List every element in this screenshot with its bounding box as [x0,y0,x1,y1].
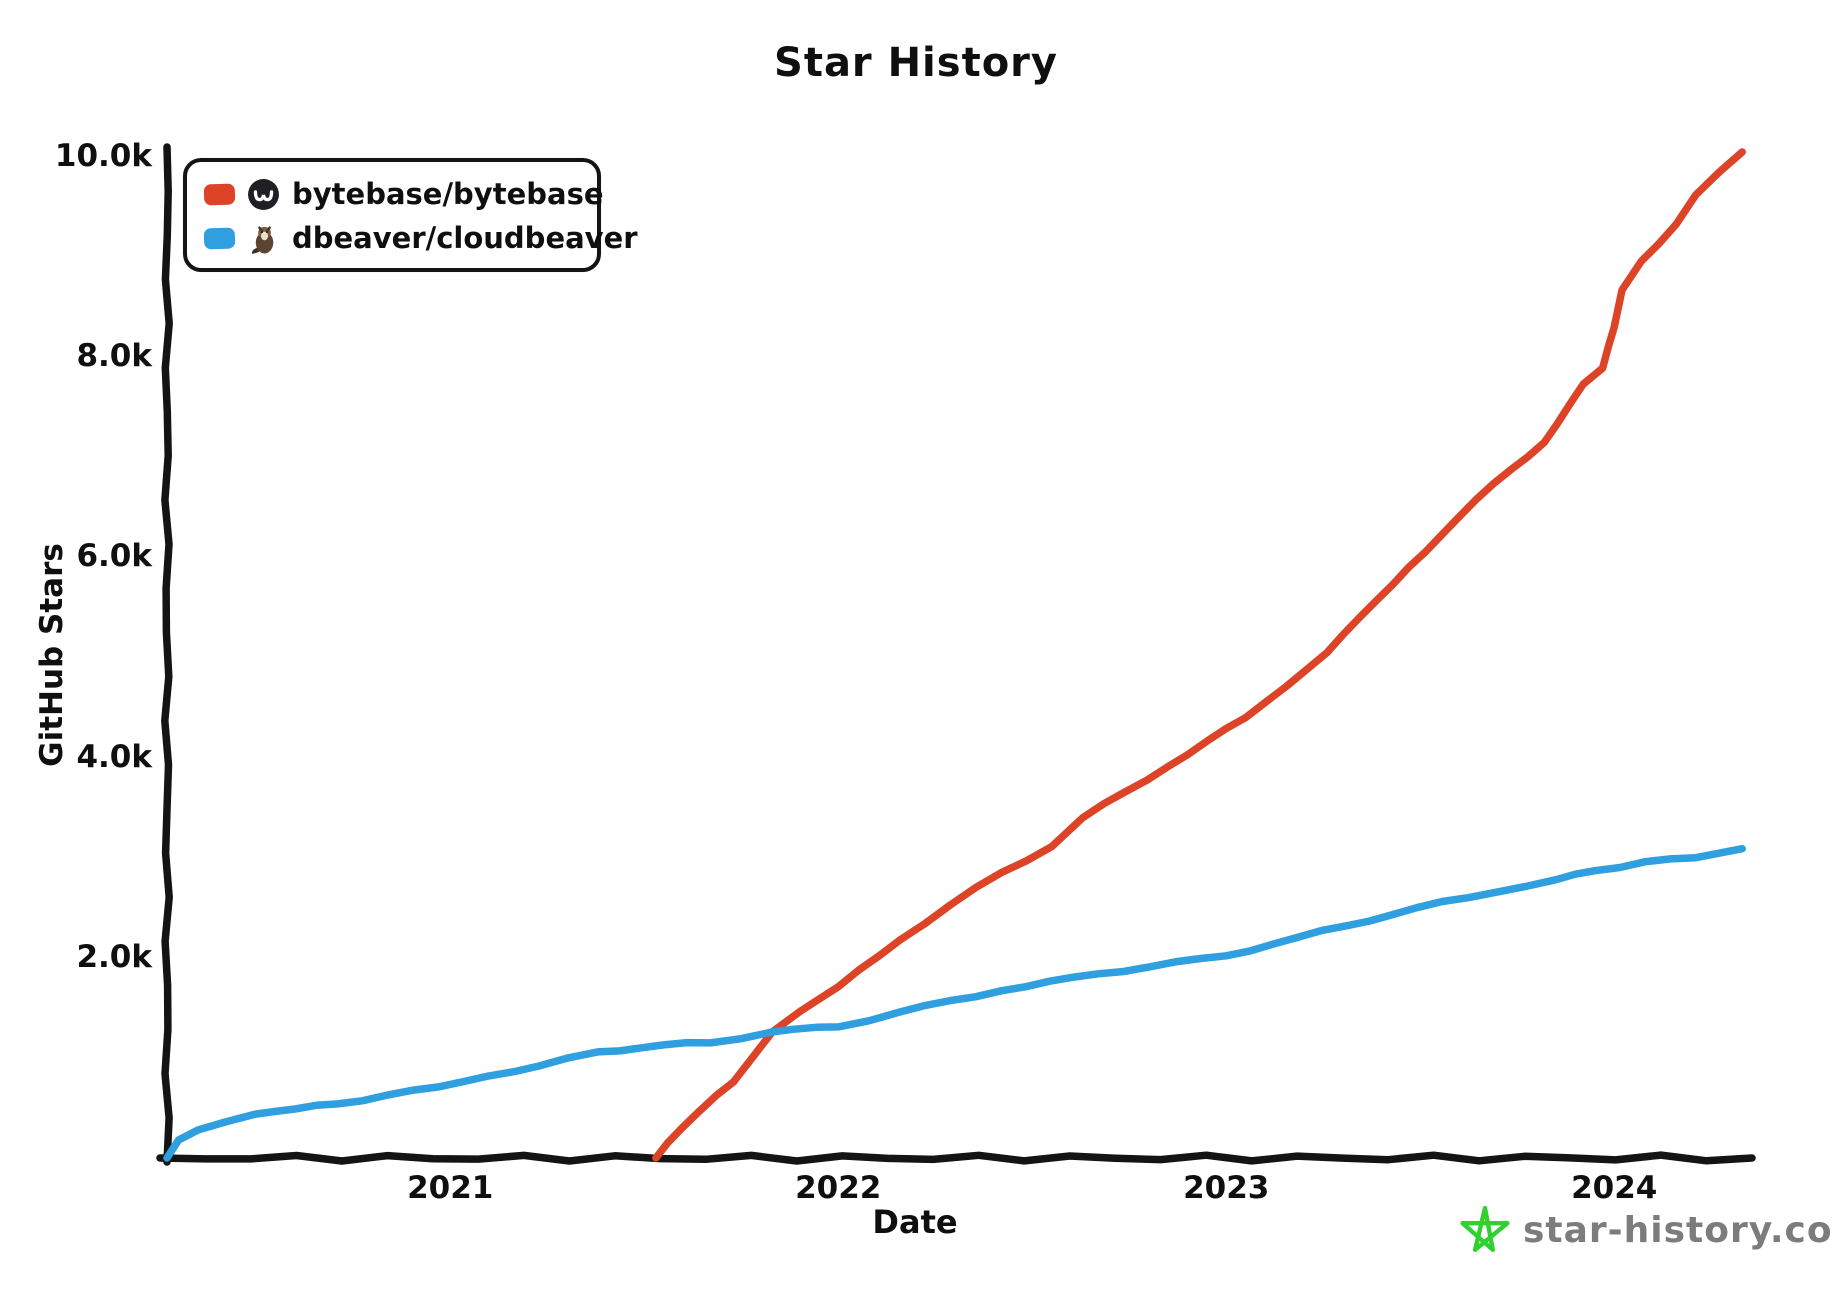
beaver-avatar-icon [247,222,280,255]
y-axis-title: GitHub Stars [34,543,70,767]
bytebase-avatar-icon [247,178,280,211]
x-tick-label-2023: 2023 [1183,1170,1270,1206]
series-lines [163,148,1746,1162]
x-axis-line [156,1151,1756,1165]
y-tick-label-10.0k: 10.0k [54,138,152,174]
legend-color-swatch [203,182,236,206]
legend-label: dbeaver/cloudbeaver [292,221,638,255]
series-line-dbeaver-cloudbeaver [163,844,1746,1162]
legend-label: bytebase/bytebase [292,177,604,211]
x-axis-title: Date [872,1203,958,1241]
y-tick-label-2.0k: 2.0k [76,938,152,975]
legend-item-2: dbeaver/cloudbeaver [203,221,638,255]
watermark: star-history.com [1460,1205,1832,1255]
series-line-bytebase-bytebase [652,148,1746,1162]
x-tick-label-2024: 2024 [1571,1170,1658,1206]
x-tick-label-2021: 2021 [407,1170,494,1206]
star-history-logo-icon [1460,1205,1510,1255]
y-tick-label-4.0k: 4.0k [76,738,152,775]
y-tick-label-6.0k: 6.0k [76,538,152,575]
axes [156,143,1756,1166]
x-tick-label-2022: 2022 [795,1170,882,1206]
y-axis-line [161,143,173,1166]
chart-title: Star History [774,40,1058,86]
legend-color-swatch [203,226,236,250]
legend-item-1: bytebase/bytebase [203,177,604,211]
legend: bytebase/bytebase dbeaver/cloudbeaver [183,158,638,272]
y-tick-label-8.0k: 8.0k [76,338,152,375]
watermark-text: star-history.com [1523,1209,1832,1251]
